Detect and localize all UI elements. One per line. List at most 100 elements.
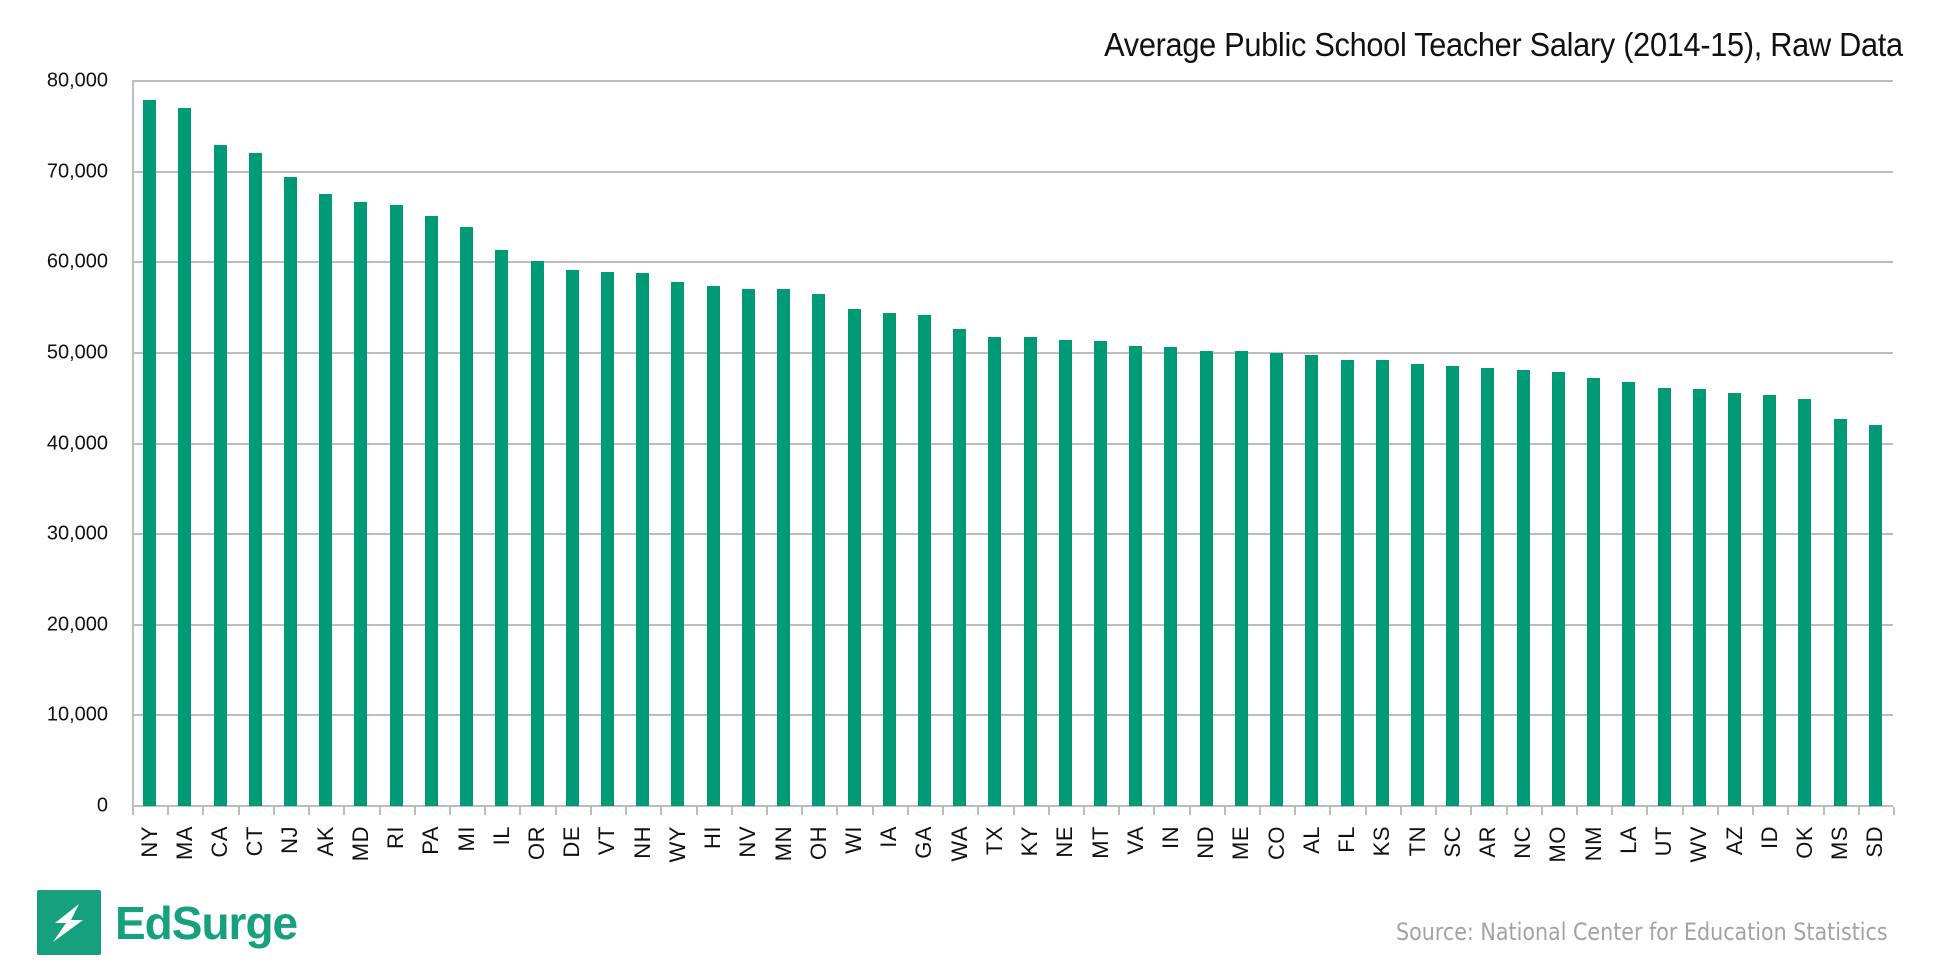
y-tick-label: 50,000 (46, 341, 108, 364)
x-tick (730, 807, 733, 815)
x-tick-label-wrap: ME (1224, 826, 1259, 876)
x-tick-label: KY (1017, 826, 1043, 857)
x-tick-label-wrap: ID (1752, 826, 1787, 876)
x-tick-label: AK (312, 826, 338, 857)
bar (1692, 389, 1706, 806)
bar (988, 336, 1002, 806)
bar-group-fl (1329, 81, 1364, 806)
x-tick-label: LA (1615, 826, 1641, 854)
x-tick-label: NV (735, 826, 761, 858)
x-tick (1893, 807, 1895, 815)
x-tick (1294, 807, 1297, 815)
x-tick (1716, 807, 1719, 815)
x-tick-label: IA (876, 826, 902, 848)
x-tick-label-wrap: KY (1013, 826, 1048, 876)
x-tick-label-wrap: DE (555, 826, 590, 876)
x-tick-label: MI (453, 826, 479, 852)
x-tick-label-wrap: WV (1682, 826, 1717, 876)
bar (1375, 360, 1389, 806)
x-tick (1082, 807, 1085, 815)
x-tick-label: WV (1686, 826, 1712, 863)
x-tick-label: MA (171, 826, 197, 860)
bar-group-ia (872, 81, 907, 806)
x-tick-label: AZ (1721, 826, 1747, 856)
gridline (132, 442, 1893, 445)
y-tick-label: 0 (96, 794, 108, 817)
x-tick (1470, 807, 1473, 815)
bar-group-md (343, 81, 378, 806)
bar (354, 202, 368, 806)
bar-group-nm (1576, 81, 1611, 806)
x-tick-label: NJ (277, 826, 303, 854)
bar-group-or (519, 81, 554, 806)
x-tick-label-wrap: NC (1506, 826, 1541, 876)
bar-group-wy (660, 81, 695, 806)
x-tick (695, 807, 698, 815)
brand-name: EdSurge (115, 896, 298, 949)
x-tick-label-wrap: SD (1858, 826, 1893, 876)
x-tick-label: ME (1228, 826, 1254, 860)
bar (953, 329, 967, 806)
x-tick-label-wrap: NM (1576, 826, 1611, 876)
bar (424, 216, 438, 806)
bar (1516, 370, 1530, 806)
x-tick-label-wrap: OK (1787, 826, 1822, 876)
x-tick-label-wrap: AK (308, 826, 343, 876)
bar-group-mt (1083, 81, 1118, 806)
bar (248, 152, 262, 806)
x-tick-label-wrap: AZ (1717, 826, 1752, 876)
x-tick (132, 807, 134, 815)
x-tick-label: WA (946, 826, 972, 862)
x-tick-label-wrap: KS (1365, 826, 1400, 876)
bar-group-wv (1682, 81, 1717, 806)
x-tick (1399, 807, 1402, 815)
bar-group-tn (1400, 81, 1435, 806)
x-tick (1329, 807, 1332, 815)
bar-group-me (1224, 81, 1259, 806)
x-tick-label-wrap: FL (1329, 826, 1364, 876)
bar (1446, 365, 1460, 806)
x-tick-label-wrap: SC (1435, 826, 1470, 876)
bar (600, 272, 614, 806)
y-tick-label: 30,000 (46, 522, 108, 545)
bar (565, 270, 579, 806)
x-tick (942, 807, 945, 815)
x-tick-label-wrap: CA (202, 826, 237, 876)
x-tick-label-wrap: MI (449, 826, 484, 876)
x-tick (836, 807, 839, 815)
bar (1587, 378, 1601, 806)
x-tick-label: OH (805, 826, 831, 860)
x-tick-label-wrap: PA (414, 826, 449, 876)
bar (812, 293, 826, 806)
bar (1833, 419, 1847, 806)
bar (847, 309, 861, 806)
x-tick-label-wrap: IL (484, 826, 519, 876)
bar (143, 100, 157, 806)
source-note: Source: National Center for Education St… (1396, 918, 1888, 946)
bar (1481, 368, 1495, 806)
x-tick-label: GA (911, 826, 937, 859)
x-tick-label: NH (629, 826, 655, 859)
x-tick-label: NC (1510, 826, 1536, 859)
bar (671, 282, 685, 806)
x-tick-label: RI (383, 826, 409, 849)
bar-group-co (1259, 81, 1294, 806)
chart-title: Average Public School Teacher Salary (20… (1104, 26, 1903, 63)
x-tick-label-wrap: HI (696, 826, 731, 876)
bar (1411, 363, 1425, 806)
x-tick (202, 807, 205, 815)
x-tick-label: CO (1263, 826, 1289, 860)
bar-group-al (1294, 81, 1329, 806)
bar (530, 261, 544, 806)
bar (1763, 394, 1777, 806)
x-tick (308, 807, 311, 815)
x-tick (1646, 807, 1649, 815)
bar-group-va (1118, 81, 1153, 806)
bar (882, 313, 896, 806)
bar-group-hi (696, 81, 731, 806)
x-tick (448, 807, 451, 815)
bar-group-mn (766, 81, 801, 806)
bar (213, 145, 227, 806)
x-tick (484, 807, 487, 815)
bar-group-sd (1858, 81, 1893, 806)
